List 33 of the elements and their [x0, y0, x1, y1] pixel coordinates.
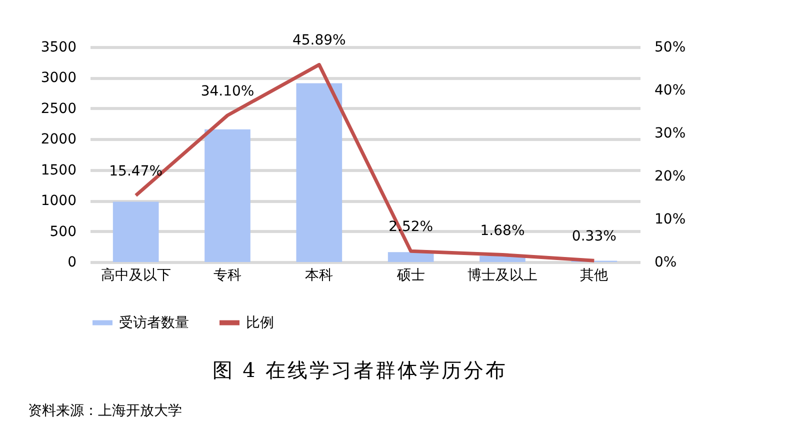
x-tick-label: 博士及以上 — [468, 268, 538, 284]
y2-tick-label: 10% — [654, 212, 686, 228]
y-tick-label: 1000 — [40, 193, 76, 210]
legend-label: 比例 — [246, 314, 274, 331]
data-label: 0.33% — [572, 228, 616, 245]
bar — [388, 252, 434, 262]
y-tick-label: 1500 — [40, 162, 76, 178]
y2-tick-label: 0% — [654, 254, 677, 270]
x-tick-label: 高中及以下 — [100, 268, 171, 284]
y2-tick-label: 40% — [654, 82, 686, 98]
bar — [296, 83, 342, 262]
bar — [204, 129, 250, 262]
y-tick-label: 500 — [50, 224, 76, 240]
x-tick-label: 专科 — [214, 268, 242, 284]
y2-tick-label: 20% — [654, 168, 686, 184]
y2-tick-label: 30% — [654, 126, 686, 142]
y-tick-label: 2500 — [40, 100, 76, 117]
x-tick-label: 其他 — [580, 268, 608, 284]
y2-tick-label: 50% — [654, 40, 686, 56]
x-tick-label: 硕士 — [396, 268, 425, 284]
x-tick-label: 本科 — [305, 268, 334, 284]
data-label: 34.10% — [200, 83, 254, 100]
data-label: 15.47% — [109, 163, 163, 180]
legend-label: 受访者数量 — [119, 314, 189, 331]
data-label: 45.89% — [292, 32, 346, 49]
text: 图 4 在线学习者群体学历分布 — [211, 357, 509, 384]
y-tick-label: 3500 — [40, 40, 76, 56]
text: 资料来源：上海开放大学 — [28, 402, 183, 420]
y-tick-label: 3000 — [40, 70, 76, 86]
y-tick-label: 0 — [68, 254, 76, 270]
data-label: 1.68% — [480, 222, 525, 239]
bar — [112, 202, 159, 262]
y-tick-label: 2000 — [40, 132, 76, 148]
